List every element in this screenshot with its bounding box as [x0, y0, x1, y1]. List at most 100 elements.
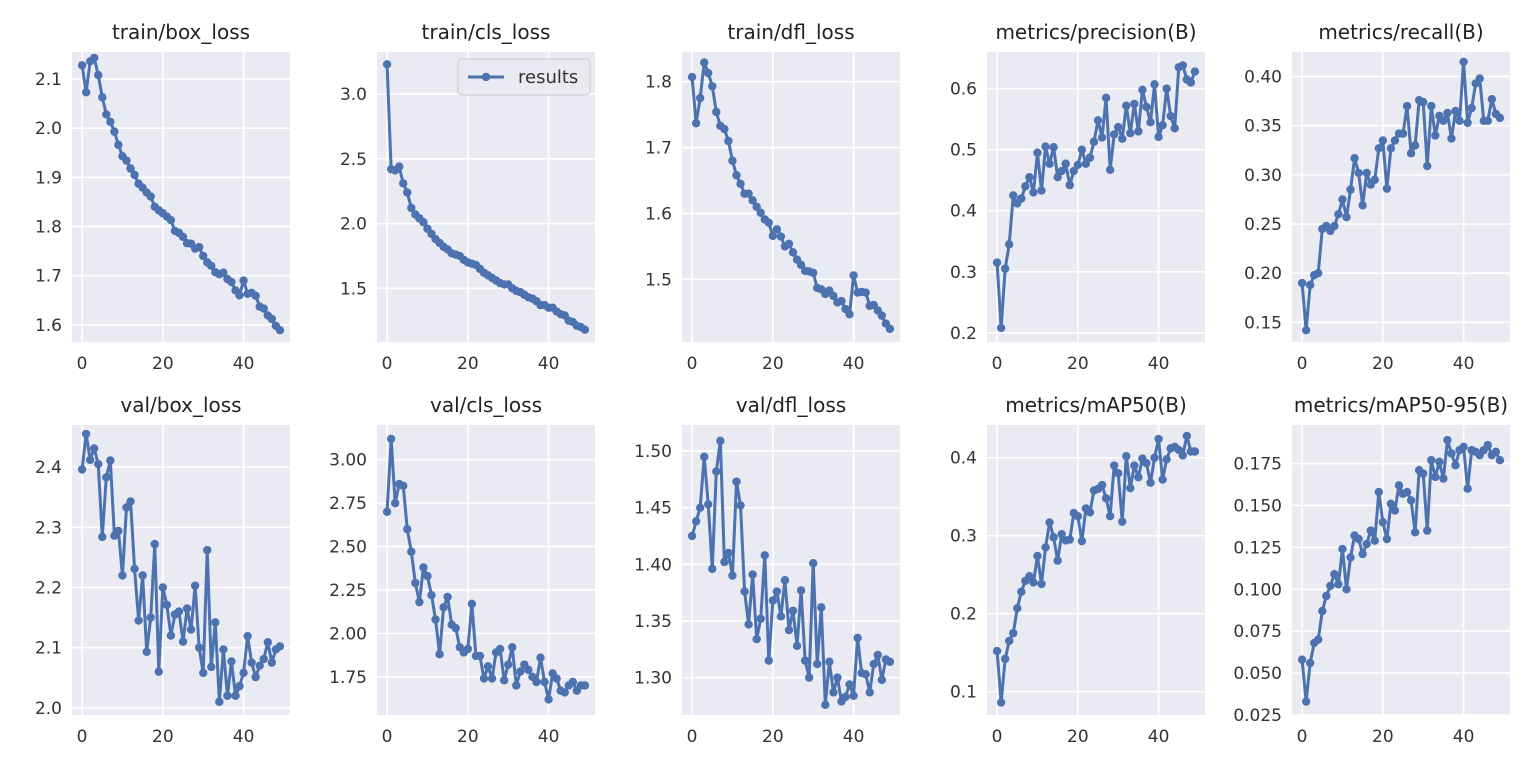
data-point	[1077, 145, 1087, 154]
data-point	[1158, 475, 1167, 484]
data-point	[1109, 130, 1119, 139]
data-point	[756, 614, 765, 623]
data-point	[186, 625, 196, 634]
data-point	[1318, 606, 1327, 616]
x-tick-label: 40	[233, 727, 255, 747]
data-point	[1435, 457, 1444, 467]
data-point	[199, 251, 208, 261]
data-point	[118, 571, 127, 580]
x-tick-label: 20	[152, 354, 174, 374]
data-point	[483, 662, 493, 671]
y-tick-label: 0.025	[1233, 706, 1282, 726]
plot-area	[377, 52, 595, 342]
data-point	[1013, 603, 1022, 613]
subplot-title: train/cls_loss	[422, 20, 551, 44]
data-point	[251, 672, 260, 682]
data-point	[1382, 534, 1392, 544]
data-point	[239, 276, 248, 285]
data-point	[833, 673, 842, 682]
data-point	[130, 170, 139, 180]
data-point	[1410, 141, 1420, 150]
data-point	[764, 218, 773, 227]
data-point	[992, 646, 1002, 656]
x-tick-label: 40	[1453, 727, 1475, 747]
data-point	[1427, 456, 1436, 465]
x-tick-label: 0	[687, 727, 698, 747]
data-point	[772, 225, 782, 234]
y-tick-label: 0.1	[950, 683, 977, 703]
x-tick-label: 0	[382, 354, 393, 374]
x-tick-label: 0	[77, 727, 88, 747]
data-point	[760, 551, 769, 560]
data-point	[443, 592, 452, 602]
data-point	[1322, 591, 1331, 601]
data-point	[122, 156, 131, 165]
plot-area	[1292, 425, 1510, 715]
y-tick-label: 2.2	[35, 578, 62, 598]
data-point	[1362, 539, 1371, 549]
data-point	[1451, 461, 1460, 470]
data-point	[809, 559, 818, 568]
data-point	[1301, 326, 1311, 335]
data-point	[166, 631, 176, 640]
data-point	[1097, 480, 1107, 490]
data-point	[1370, 536, 1379, 545]
data-point	[1439, 116, 1448, 126]
subplot: 0 20 40 1.5 1.6 1.7 1.8 train/dfl_loss	[645, 20, 900, 374]
data-point	[102, 473, 111, 482]
x-tick-label: 20	[1067, 727, 1089, 747]
data-point	[1021, 182, 1030, 191]
subplot-title: val/box_loss	[120, 393, 241, 417]
data-point	[829, 291, 838, 301]
data-point	[1000, 654, 1010, 664]
data-point	[1093, 116, 1103, 125]
data-point	[1451, 106, 1460, 116]
data-point	[415, 597, 424, 607]
data-point	[1037, 186, 1046, 195]
data-point	[861, 670, 870, 679]
data-point	[1402, 101, 1412, 111]
subplot-title: train/dfl_loss	[727, 20, 854, 44]
subplot: 0 20 40 0.15 0.20 0.25 0.30 0.35 0.40 metrics/rec…	[1244, 20, 1510, 374]
data-point	[1338, 195, 1347, 204]
data-point	[752, 202, 761, 212]
legend-box	[457, 58, 591, 96]
data-point	[772, 587, 782, 596]
data-point	[1386, 499, 1396, 508]
data-point	[700, 58, 709, 67]
data-point	[90, 444, 99, 453]
data-point	[1374, 487, 1383, 497]
data-point	[1178, 61, 1187, 70]
data-point	[81, 429, 91, 439]
y-tick-label: 1.35	[634, 612, 672, 632]
data-point	[395, 162, 404, 171]
data-point	[1122, 451, 1131, 461]
data-point	[1459, 57, 1468, 67]
x-tick-label: 20	[762, 354, 784, 374]
data-point	[154, 667, 163, 676]
data-point	[110, 127, 119, 136]
data-point	[1053, 556, 1062, 565]
subplot: 0 20 40 0.1 0.2 0.3 0.4 metrics/mAP50(B)	[950, 393, 1205, 747]
data-point	[744, 620, 753, 629]
x-tick-label: 0	[77, 354, 88, 374]
data-point	[211, 618, 220, 627]
data-point	[687, 531, 697, 541]
data-point	[700, 452, 709, 461]
data-point	[1378, 518, 1388, 527]
data-point	[1366, 526, 1375, 535]
data-point	[178, 637, 188, 646]
data-point	[1362, 168, 1371, 178]
data-point	[776, 232, 786, 241]
data-point	[94, 70, 103, 80]
data-point	[1146, 478, 1155, 487]
data-point	[1483, 440, 1492, 450]
data-point	[467, 599, 477, 609]
data-point	[1431, 472, 1440, 482]
data-point	[1342, 585, 1351, 594]
x-tick-label: 0	[687, 354, 698, 374]
data-point	[1162, 455, 1171, 464]
data-point	[1089, 137, 1099, 146]
y-tick-label: 0.6	[950, 80, 977, 100]
data-point	[1455, 116, 1464, 126]
